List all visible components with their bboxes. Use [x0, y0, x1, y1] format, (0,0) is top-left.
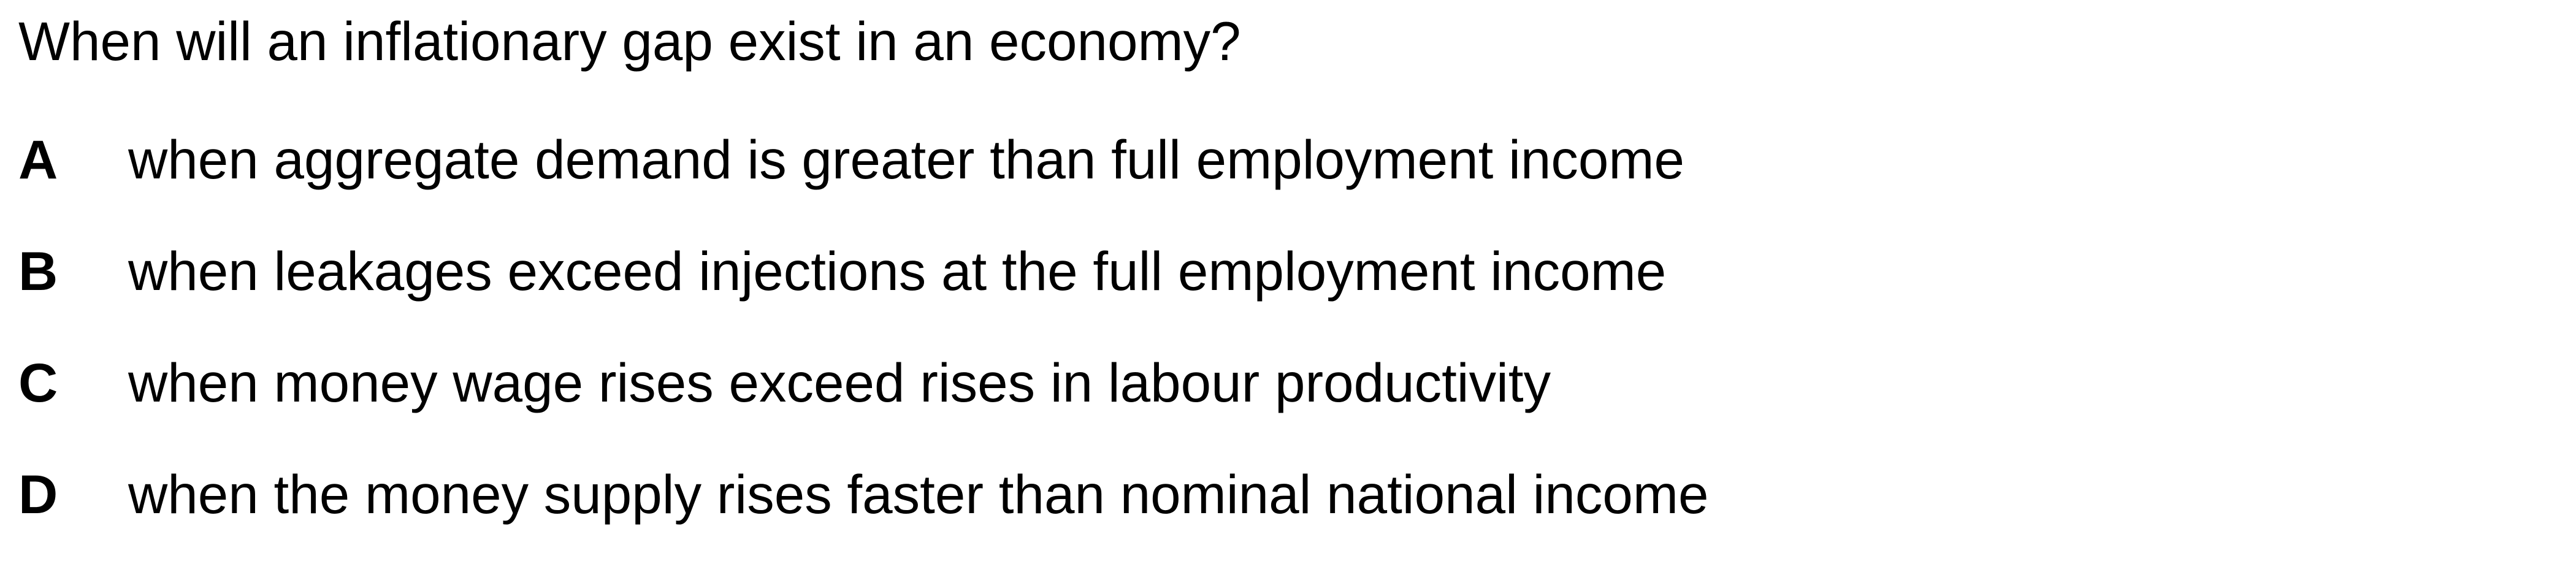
option-c-text: when money wage rises exceed rises in la… — [128, 352, 1551, 413]
option-d-text: when the money supply rises faster than … — [128, 463, 1709, 525]
option-a-text: when aggregate demand is greater than fu… — [128, 129, 1684, 190]
option-c-letter: C — [18, 352, 58, 413]
option-a-letter: A — [18, 129, 58, 190]
question-text: When will an inflationary gap exist in a… — [18, 10, 1241, 72]
option-b-text: when leakages exceed injections at the f… — [128, 240, 1667, 302]
option-d-letter: D — [18, 463, 58, 525]
option-b-letter: B — [18, 240, 58, 302]
